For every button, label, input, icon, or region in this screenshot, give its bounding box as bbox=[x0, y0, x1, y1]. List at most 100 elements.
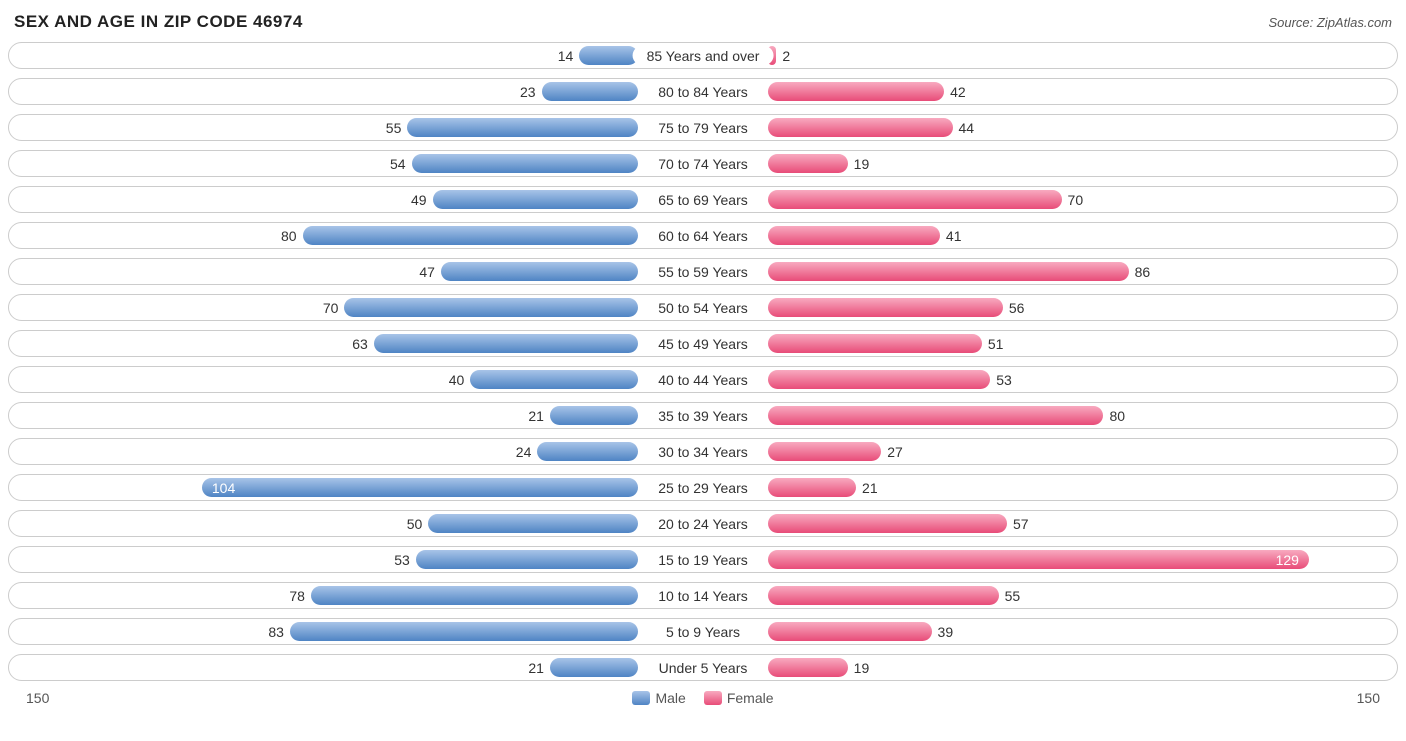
male-value: 50 bbox=[407, 511, 429, 536]
male-bar bbox=[311, 586, 638, 605]
chart-title: SEX AND AGE IN ZIP CODE 46974 bbox=[14, 12, 303, 32]
male-half: 14 bbox=[9, 43, 703, 68]
female-bar bbox=[768, 622, 932, 641]
male-half: 23 bbox=[9, 79, 703, 104]
female-bar bbox=[768, 334, 982, 353]
pyramid-row: 242730 to 34 Years bbox=[8, 438, 1398, 465]
female-value: 129 bbox=[1276, 547, 1309, 572]
female-value: 42 bbox=[944, 79, 966, 104]
female-value: 39 bbox=[932, 619, 954, 644]
female-bar bbox=[768, 118, 953, 137]
category-label: 35 to 39 Years bbox=[644, 406, 762, 425]
legend-label-male: Male bbox=[655, 690, 685, 706]
male-bar bbox=[542, 82, 638, 101]
male-bar bbox=[416, 550, 638, 569]
male-value: 55 bbox=[386, 115, 408, 140]
male-bar bbox=[407, 118, 638, 137]
pyramid-row: 78 55 10 to 14 Years bbox=[8, 582, 1398, 609]
female-half: 42 bbox=[703, 79, 1397, 104]
category-label: 40 to 44 Years bbox=[644, 370, 762, 389]
female-half: 86 bbox=[703, 259, 1397, 284]
female-bar bbox=[768, 298, 1003, 317]
male-bar bbox=[433, 190, 638, 209]
female-bar bbox=[768, 442, 881, 461]
male-value: 21 bbox=[528, 403, 550, 428]
male-value: 47 bbox=[419, 259, 441, 284]
axis-max-right: 150 bbox=[1357, 690, 1380, 706]
category-label: 10 to 14 Years bbox=[644, 586, 762, 605]
female-value: 56 bbox=[1003, 295, 1025, 320]
female-half: 56 bbox=[703, 295, 1397, 320]
male-half: 21 bbox=[9, 655, 703, 680]
male-half: 49 bbox=[9, 187, 703, 212]
male-half: 54 bbox=[9, 151, 703, 176]
pyramid-row: 5312915 to 19 Years bbox=[8, 546, 1398, 573]
category-label: 55 to 59 Years bbox=[644, 262, 762, 281]
pyramid-row: 635145 to 49 Years bbox=[8, 330, 1398, 357]
female-bar bbox=[768, 406, 1103, 425]
female-half: 19 bbox=[703, 151, 1397, 176]
female-half: 41 bbox=[703, 223, 1397, 248]
pyramid-row: 541970 to 74 Years bbox=[8, 150, 1398, 177]
male-half: 70 bbox=[9, 295, 703, 320]
female-bar bbox=[768, 190, 1062, 209]
pyramid-row: 1042125 to 29 Years bbox=[8, 474, 1398, 501]
male-value: 49 bbox=[411, 187, 433, 212]
axis-max-left: 150 bbox=[26, 690, 49, 706]
pyramid-row: 21 80 35 to 39 Years bbox=[8, 402, 1398, 429]
female-value: 70 bbox=[1062, 187, 1084, 212]
female-half: 80 bbox=[703, 403, 1397, 428]
female-value: 27 bbox=[881, 439, 903, 464]
male-value: 40 bbox=[449, 367, 471, 392]
male-half: 24 bbox=[9, 439, 703, 464]
category-label: 85 Years and over bbox=[633, 46, 774, 65]
pyramid-row: 21 19 Under 5 Years bbox=[8, 654, 1398, 681]
male-half: 53 bbox=[9, 547, 703, 572]
female-bar bbox=[768, 226, 940, 245]
chart-footer: 150 Male Female 150 bbox=[8, 690, 1398, 706]
female-bar bbox=[768, 154, 848, 173]
female-value: 86 bbox=[1129, 259, 1151, 284]
male-bar bbox=[537, 442, 638, 461]
category-label: 70 to 74 Years bbox=[644, 154, 762, 173]
pyramid-row: 804160 to 64 Years bbox=[8, 222, 1398, 249]
male-bar bbox=[374, 334, 638, 353]
category-label: 80 to 84 Years bbox=[644, 82, 762, 101]
pyramid-row: 14 285 Years and over bbox=[8, 42, 1398, 69]
chart-area: 14 285 Years and over 23 42 80 to 84 Years 55… bbox=[8, 42, 1398, 681]
pyramid-row: 47 86 55 to 59 Years bbox=[8, 258, 1398, 285]
pyramid-row: 70 56 50 to 54 Years bbox=[8, 294, 1398, 321]
female-bar bbox=[768, 262, 1129, 281]
male-half: 47 bbox=[9, 259, 703, 284]
female-value: 55 bbox=[999, 583, 1021, 608]
male-half: 78 bbox=[9, 583, 703, 608]
female-value: 2 bbox=[776, 43, 790, 68]
pyramid-row: 405340 to 44 Years bbox=[8, 366, 1398, 393]
category-label: 60 to 64 Years bbox=[644, 226, 762, 245]
male-bar bbox=[303, 226, 638, 245]
male-bar bbox=[579, 46, 638, 65]
female-value: 19 bbox=[848, 655, 870, 680]
female-value: 80 bbox=[1103, 403, 1125, 428]
category-label: 50 to 54 Years bbox=[644, 298, 762, 317]
category-label: Under 5 Years bbox=[645, 658, 762, 677]
female-bar bbox=[768, 514, 1007, 533]
female-value: 51 bbox=[982, 331, 1004, 356]
female-value: 57 bbox=[1007, 511, 1029, 536]
male-bar bbox=[344, 298, 638, 317]
pyramid-row: 497065 to 69 Years bbox=[8, 186, 1398, 213]
male-value: 24 bbox=[516, 439, 538, 464]
female-half: 19 bbox=[703, 655, 1397, 680]
male-half: 80 bbox=[9, 223, 703, 248]
female-half: 44 bbox=[703, 115, 1397, 140]
male-bar bbox=[550, 658, 638, 677]
female-bar bbox=[768, 478, 856, 497]
category-label: 75 to 79 Years bbox=[644, 118, 762, 137]
chart-source: Source: ZipAtlas.com bbox=[1268, 15, 1392, 30]
male-value: 70 bbox=[323, 295, 345, 320]
male-half: 21 bbox=[9, 403, 703, 428]
male-value: 104 bbox=[202, 475, 235, 500]
male-half: 63 bbox=[9, 331, 703, 356]
male-value: 63 bbox=[352, 331, 374, 356]
female-half: 39 bbox=[703, 619, 1397, 644]
